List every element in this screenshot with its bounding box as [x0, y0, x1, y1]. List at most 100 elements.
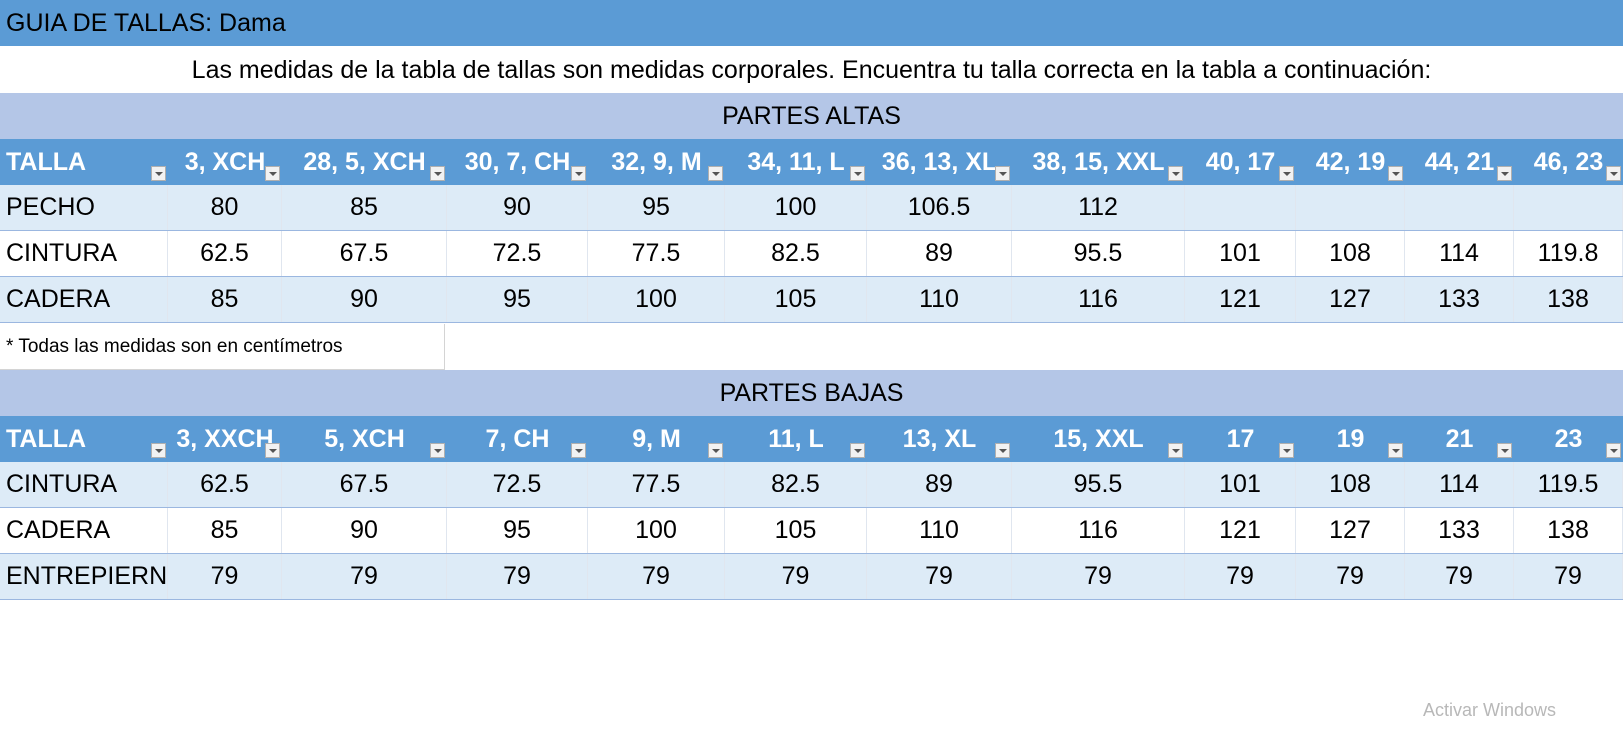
row-label-cell[interactable]: PECHO: [0, 185, 168, 230]
table-cell[interactable]: 95.5: [1012, 462, 1185, 507]
table-cell[interactable]: 101: [1185, 462, 1296, 507]
table-cell[interactable]: 100: [588, 277, 725, 322]
table-cell[interactable]: 79: [282, 554, 447, 599]
table-cell[interactable]: 90: [447, 185, 588, 230]
table-cell[interactable]: 138: [1514, 508, 1623, 553]
table-cell[interactable]: [1296, 185, 1405, 230]
table-cell[interactable]: 85: [168, 277, 282, 322]
column-header[interactable]: 9, M: [588, 416, 725, 462]
column-header[interactable]: 5, XCH: [282, 416, 447, 462]
table-cell[interactable]: 72.5: [447, 462, 588, 507]
column-header[interactable]: TALLA: [0, 416, 168, 462]
column-header[interactable]: 15, XXL: [1012, 416, 1185, 462]
filter-dropdown-icon[interactable]: [265, 443, 280, 458]
filter-dropdown-icon[interactable]: [850, 166, 865, 181]
table-cell[interactable]: 85: [168, 508, 282, 553]
filter-dropdown-icon[interactable]: [708, 166, 723, 181]
column-header[interactable]: 44, 21: [1405, 139, 1514, 185]
filter-dropdown-icon[interactable]: [708, 443, 723, 458]
table-cell[interactable]: 105: [725, 508, 867, 553]
column-header[interactable]: 38, 15, XXL: [1012, 139, 1185, 185]
column-header[interactable]: 23: [1514, 416, 1623, 462]
row-label-cell[interactable]: ENTREPIERNA: [0, 554, 168, 599]
table-cell[interactable]: 110: [867, 277, 1012, 322]
table-cell[interactable]: 95.5: [1012, 231, 1185, 276]
column-header[interactable]: 36, 13, XL: [867, 139, 1012, 185]
table-cell[interactable]: 67.5: [282, 462, 447, 507]
table-cell[interactable]: 82.5: [725, 231, 867, 276]
table-cell[interactable]: 119.8: [1514, 231, 1623, 276]
table-cell[interactable]: 108: [1296, 231, 1405, 276]
table-cell[interactable]: 138: [1514, 277, 1623, 322]
column-header[interactable]: 46, 23: [1514, 139, 1623, 185]
column-header[interactable]: 7, CH: [447, 416, 588, 462]
filter-dropdown-icon[interactable]: [995, 166, 1010, 181]
filter-dropdown-icon[interactable]: [430, 443, 445, 458]
column-header[interactable]: 13, XL: [867, 416, 1012, 462]
filter-dropdown-icon[interactable]: [1606, 443, 1621, 458]
column-header[interactable]: 40, 17: [1185, 139, 1296, 185]
filter-dropdown-icon[interactable]: [1497, 166, 1512, 181]
table-cell[interactable]: 133: [1405, 277, 1514, 322]
table-cell[interactable]: [1185, 185, 1296, 230]
table-cell[interactable]: 121: [1185, 277, 1296, 322]
table-cell[interactable]: 95: [447, 277, 588, 322]
column-header[interactable]: TALLA: [0, 139, 168, 185]
filter-dropdown-icon[interactable]: [850, 443, 865, 458]
table-cell[interactable]: 116: [1012, 277, 1185, 322]
table-cell[interactable]: 114: [1405, 231, 1514, 276]
filter-dropdown-icon[interactable]: [1168, 166, 1183, 181]
filter-dropdown-icon[interactable]: [995, 443, 1010, 458]
row-label-cell[interactable]: CINTURA: [0, 462, 168, 507]
table-cell[interactable]: 89: [867, 231, 1012, 276]
column-header[interactable]: 30, 7, CH: [447, 139, 588, 185]
table-cell[interactable]: 95: [588, 185, 725, 230]
table-cell[interactable]: 62.5: [168, 462, 282, 507]
filter-dropdown-icon[interactable]: [1388, 166, 1403, 181]
table-cell[interactable]: 79: [867, 554, 1012, 599]
table-cell[interactable]: 112: [1012, 185, 1185, 230]
table-cell[interactable]: 127: [1296, 508, 1405, 553]
table-cell[interactable]: 106.5: [867, 185, 1012, 230]
filter-dropdown-icon[interactable]: [1279, 166, 1294, 181]
table-cell[interactable]: 105: [725, 277, 867, 322]
table-cell[interactable]: 95: [447, 508, 588, 553]
column-header[interactable]: 28, 5, XCH: [282, 139, 447, 185]
table-cell[interactable]: 79: [168, 554, 282, 599]
table-cell[interactable]: 110: [867, 508, 1012, 553]
table-cell[interactable]: 100: [588, 508, 725, 553]
table-cell[interactable]: 119.5: [1514, 462, 1623, 507]
column-header[interactable]: 34, 11, L: [725, 139, 867, 185]
filter-dropdown-icon[interactable]: [1279, 443, 1294, 458]
table-cell[interactable]: 79: [1012, 554, 1185, 599]
table-cell[interactable]: 79: [1296, 554, 1405, 599]
column-header[interactable]: 21: [1405, 416, 1514, 462]
filter-dropdown-icon[interactable]: [1388, 443, 1403, 458]
table-cell[interactable]: 116: [1012, 508, 1185, 553]
column-header[interactable]: 42, 19: [1296, 139, 1405, 185]
filter-dropdown-icon[interactable]: [151, 166, 166, 181]
filter-dropdown-icon[interactable]: [571, 443, 586, 458]
table-cell[interactable]: 79: [447, 554, 588, 599]
filter-dropdown-icon[interactable]: [151, 443, 166, 458]
table-cell[interactable]: 79: [1185, 554, 1296, 599]
table-cell[interactable]: 80: [168, 185, 282, 230]
row-label-cell[interactable]: CADERA: [0, 508, 168, 553]
table-cell[interactable]: 108: [1296, 462, 1405, 507]
table-cell[interactable]: 121: [1185, 508, 1296, 553]
table-cell[interactable]: 79: [1514, 554, 1623, 599]
column-header[interactable]: 3, XXCH: [168, 416, 282, 462]
filter-dropdown-icon[interactable]: [571, 166, 586, 181]
table-cell[interactable]: 62.5: [168, 231, 282, 276]
filter-dropdown-icon[interactable]: [1168, 443, 1183, 458]
table-cell[interactable]: 127: [1296, 277, 1405, 322]
table-cell[interactable]: 67.5: [282, 231, 447, 276]
column-header[interactable]: 17: [1185, 416, 1296, 462]
filter-dropdown-icon[interactable]: [1606, 166, 1621, 181]
filter-dropdown-icon[interactable]: [265, 166, 280, 181]
table-cell[interactable]: 82.5: [725, 462, 867, 507]
column-header[interactable]: 3, XCH: [168, 139, 282, 185]
sheet-title[interactable]: GUIA DE TALLAS: Dama: [0, 0, 1623, 46]
table-cell[interactable]: 79: [588, 554, 725, 599]
filter-dropdown-icon[interactable]: [430, 166, 445, 181]
